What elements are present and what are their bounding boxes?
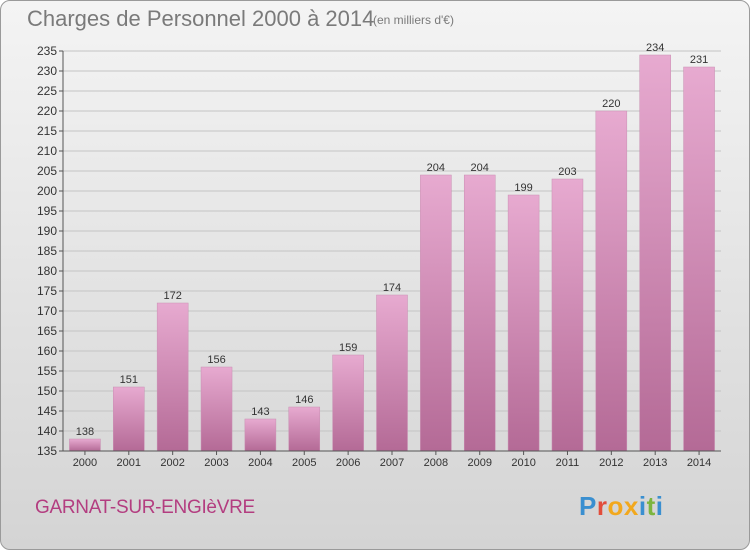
value-label: 220 [602, 98, 620, 110]
value-label: 172 [163, 290, 181, 302]
x-tick-label: 2012 [599, 457, 623, 469]
value-label: 231 [690, 54, 708, 66]
value-label: 199 [514, 182, 532, 194]
y-tick-label: 180 [37, 264, 57, 278]
y-tick-label: 135 [37, 444, 57, 458]
y-tick-label: 175 [37, 284, 57, 298]
y-tick-label: 155 [37, 364, 57, 378]
bar [200, 366, 233, 452]
logo-letter: x [623, 491, 639, 521]
logo-letter: i [638, 491, 647, 521]
y-tick-label: 210 [37, 144, 57, 158]
value-label: 159 [339, 342, 357, 354]
bar [420, 174, 452, 452]
y-tick-label: 235 [37, 44, 57, 58]
bar [156, 302, 189, 452]
y-tick-label: 150 [37, 384, 57, 398]
y-tick-label: 145 [37, 404, 57, 418]
value-label: 234 [646, 42, 664, 54]
bar [507, 194, 540, 452]
y-tick-label: 170 [37, 304, 57, 318]
y-tick-label: 195 [37, 204, 57, 218]
logo-letter: P [579, 491, 597, 521]
bar [595, 110, 628, 452]
bar [244, 418, 277, 452]
x-tick-label: 2009 [467, 457, 491, 469]
x-tick-label: 2013 [643, 457, 667, 469]
y-tick-label: 190 [37, 224, 57, 238]
logo-letter: r [596, 491, 608, 521]
place-name: GARNAT-SUR-ENGIèVRE [35, 497, 255, 518]
labels: 135 140 145 150 155 160 165 170 175 180 185 190 195 2… [37, 42, 711, 469]
y-tick-label: 140 [37, 424, 57, 438]
bar [551, 178, 584, 452]
y-tick-label: 230 [37, 64, 57, 78]
chart-title: Charges de Personnel 2000 à 2014 [27, 6, 375, 31]
proxiti-logo[interactable]: Proxiti [579, 491, 663, 522]
y-tick-label: 225 [37, 84, 57, 98]
value-label: 143 [251, 406, 269, 418]
logo-letter: i [655, 491, 664, 521]
x-tick-label: 2010 [511, 457, 535, 469]
x-tick-label: 2014 [687, 457, 711, 469]
value-label: 138 [76, 426, 94, 438]
x-tick-label: 2011 [556, 457, 580, 469]
y-tick-label: 200 [37, 184, 57, 198]
value-label: 204 [471, 162, 489, 174]
value-label: 156 [207, 354, 225, 366]
bar [683, 66, 715, 452]
x-tick-label: 2004 [248, 457, 272, 469]
bar [463, 174, 496, 452]
value-label: 146 [295, 394, 313, 406]
x-tick-label: 2006 [336, 457, 360, 469]
y-tick-label: 215 [37, 124, 57, 138]
bar [639, 54, 671, 452]
x-tick-label: 2005 [292, 457, 316, 469]
x-tick-label: 2003 [204, 457, 228, 469]
bar [69, 438, 101, 452]
chart-subtitle: (en milliers d'€) [373, 13, 454, 27]
value-label: 203 [558, 166, 576, 178]
y-tick-label: 165 [37, 324, 57, 338]
bar [332, 354, 364, 452]
bar [288, 406, 321, 452]
logo-letter: t [646, 491, 656, 521]
y-tick-label: 160 [37, 344, 57, 358]
x-tick-label: 2000 [73, 457, 97, 469]
y-tick-label: 220 [37, 104, 57, 118]
value-label: 174 [383, 282, 401, 294]
y-tick-label: 185 [37, 244, 57, 258]
bars [69, 54, 715, 452]
logo-letter: o [607, 491, 624, 521]
x-tick-label: 2007 [380, 457, 404, 469]
axes [59, 50, 721, 455]
bar [376, 294, 408, 452]
value-label: 151 [120, 374, 138, 386]
x-tick-label: 2008 [424, 457, 448, 469]
value-label: 204 [427, 162, 445, 174]
y-tick-label: 205 [37, 164, 57, 178]
x-tick-label: 2002 [160, 457, 184, 469]
x-tick-label: 2001 [117, 457, 141, 469]
bar [113, 386, 145, 452]
